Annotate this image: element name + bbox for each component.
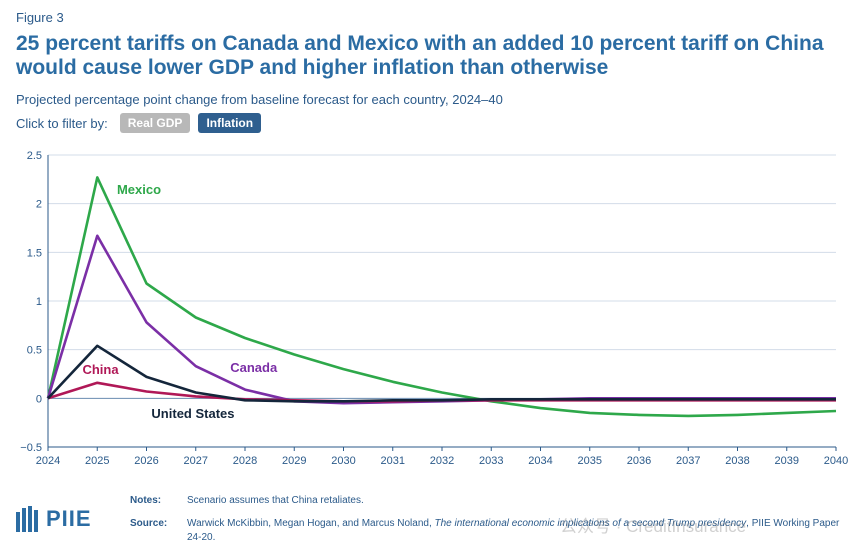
x-tick-label: 2027 xyxy=(184,455,208,467)
x-tick-label: 2037 xyxy=(676,455,700,467)
chart-subtitle: Projected percentage point change from b… xyxy=(16,92,503,107)
x-tick-label: 2025 xyxy=(85,455,109,467)
notes-text: Scenario assumes that China retaliates. xyxy=(187,495,364,506)
x-tick-label: 2039 xyxy=(775,455,799,467)
series-label-china: China xyxy=(82,362,119,377)
watermark: 公众号 · CreditInsurance xyxy=(560,517,747,536)
series-label-united-states: United States xyxy=(151,406,234,421)
series-label-canada: Canada xyxy=(230,360,278,375)
x-tick-label: 2035 xyxy=(578,455,602,467)
chart-title: 25 percent tariffs on Canada and Mexico … xyxy=(16,32,824,79)
y-tick-label: 0.5 xyxy=(27,345,42,357)
y-tick-label: −0.5 xyxy=(20,442,42,454)
real-gdp-filter-button[interactable]: Real GDP xyxy=(119,113,191,133)
x-tick-label: 2040 xyxy=(824,455,848,467)
x-tick-label: 2036 xyxy=(627,455,651,467)
y-tick-label: 2 xyxy=(36,199,42,211)
logo-text: PIIE xyxy=(46,506,92,531)
x-tick-label: 2024 xyxy=(36,455,60,467)
x-tick-label: 2032 xyxy=(430,455,454,467)
notes-block: Notes: Scenario assumes that China retal… xyxy=(130,494,840,554)
figure-label: Figure 3 xyxy=(16,10,64,25)
x-tick-label: 2038 xyxy=(725,455,749,467)
line-chart: −0.5 0 0.5 1 1.5 2 2.5 2024 2025 2026 2027 2028 2029… xyxy=(20,150,848,467)
notes-key: Notes: xyxy=(130,495,162,506)
x-tick-label: 2034 xyxy=(528,455,552,467)
piie-logo: PIIE xyxy=(16,506,92,532)
x-tick-label: 2029 xyxy=(282,455,306,467)
inflation-filter-button[interactable]: Inflation xyxy=(198,113,262,133)
series-line-united-states xyxy=(47,344,836,403)
footer: PIIE Notes: Scenario assumes that China … xyxy=(0,488,865,557)
x-tick-label: 2028 xyxy=(233,455,257,467)
x-tick-label: 2026 xyxy=(134,455,158,467)
y-tick-label: 1 xyxy=(36,296,42,308)
x-tick-label: 2030 xyxy=(331,455,355,467)
filter-label: Click to filter by: xyxy=(16,115,108,131)
x-tick-label: 2033 xyxy=(479,455,503,467)
series-line-canada xyxy=(46,234,836,405)
piie-logo-icon xyxy=(16,506,38,532)
filter-row: Click to filter by: Real GDP Inflation xyxy=(16,113,262,133)
series-line-mexico xyxy=(46,176,837,418)
y-tick-label: 2.5 xyxy=(27,150,42,162)
series-label-mexico: Mexico xyxy=(117,182,161,197)
x-tick-label: 2031 xyxy=(381,455,405,467)
source-text: Warwick McKibbin, Megan Hogan, and Marcu… xyxy=(187,518,840,543)
source-key: Source: xyxy=(130,518,168,529)
y-tick-label: 1.5 xyxy=(27,247,42,259)
y-tick-label: 0 xyxy=(36,393,42,405)
